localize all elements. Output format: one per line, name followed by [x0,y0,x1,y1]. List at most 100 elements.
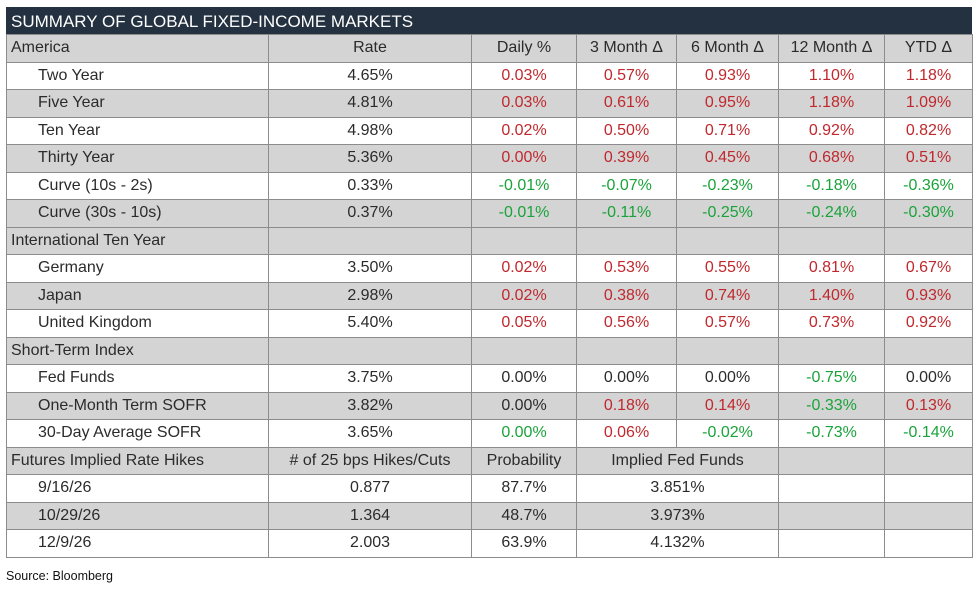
table-row: One-Month Term SOFR 3.82% 0.00% 0.18% 0.14% -… [6,391,973,420]
value-cell: 0.92% [884,309,973,338]
section-label: International Ten Year [6,226,269,255]
value-cell: 0.67% [884,254,973,283]
value-cell: 0.53% [576,254,677,283]
empty-cell [884,336,973,365]
value-cell: 0.00% [471,364,577,393]
value-cell: 1.10% [778,61,885,90]
empty-cell [471,226,577,255]
value-cell: -0.30% [884,199,973,228]
value-cell: 3.65% [268,419,472,448]
table-row: United Kingdom 5.40% 0.05% 0.56% 0.57% 0.73% 0… [6,309,973,338]
value-cell: 0.18% [576,391,677,420]
value-cell: 0.33% [268,171,472,200]
column-header: Implied Fed Funds [576,446,779,475]
value-cell: 2.98% [268,281,472,310]
value-cell: 0.05% [471,309,577,338]
empty-cell [884,474,973,503]
empty-cell [268,336,472,365]
row-label: 9/16/26 [6,474,269,503]
column-header: Daily % [471,34,577,63]
value-cell: 0.81% [778,254,885,283]
value-cell: 0.51% [884,144,973,173]
table-title: SUMMARY OF GLOBAL FIXED-INCOME MARKETS [6,7,972,34]
table-row: Curve (10s - 2s) 0.33% -0.01% -0.07% -0.23% -… [6,171,973,200]
value-cell: 87.7% [471,474,577,503]
row-label: 12/9/26 [6,529,269,558]
value-cell: 0.00% [884,364,973,393]
row-label: Fed Funds [6,364,269,393]
table-row: Five Year 4.81% 0.03% 0.61% 0.95% 1.18% 1.09% [6,89,973,118]
value-cell: -0.73% [778,419,885,448]
value-cell: -0.18% [778,171,885,200]
column-header: Probability [471,446,577,475]
value-cell: 0.73% [778,309,885,338]
value-cell: 0.57% [676,309,779,338]
empty-cell [778,226,885,255]
empty-cell [778,336,885,365]
value-cell: 0.74% [676,281,779,310]
value-cell: 0.02% [471,116,577,145]
row-label: One-Month Term SOFR [6,391,269,420]
value-cell: -0.01% [471,171,577,200]
empty-cell [778,529,885,558]
table-row: 30-Day Average SOFR 3.65% 0.00% 0.06% -0.02%… [6,419,973,448]
value-cell: -0.33% [778,391,885,420]
row-label: Five Year [6,89,269,118]
value-cell: 0.82% [884,116,973,145]
value-cell: 3.75% [268,364,472,393]
value-cell: -0.11% [576,199,677,228]
table-row: Japan 2.98% 0.02% 0.38% 0.74% 1.40% 0.93% [6,281,973,310]
row-label: Germany [6,254,269,283]
row-label: United Kingdom [6,309,269,338]
column-header: Rate [268,34,472,63]
empty-cell [884,529,973,558]
value-cell: -0.75% [778,364,885,393]
row-label: Japan [6,281,269,310]
value-cell: 0.39% [576,144,677,173]
empty-cell [576,336,677,365]
column-header: 6 Month Δ [676,34,779,63]
table-row: 9/16/26 0.877 87.7% 3.851% [6,474,973,503]
table-row: Thirty Year 5.36% 0.00% 0.39% 0.45% 0.68% 0.51… [6,144,973,173]
section-header-international: International Ten Year [6,226,973,255]
section-header-futures: Futures Implied Rate Hikes # of 25 bps Hi… [6,446,973,475]
value-cell: 0.93% [676,61,779,90]
value-cell: 0.37% [268,199,472,228]
value-cell: 3.50% [268,254,472,283]
value-cell: 0.02% [471,254,577,283]
section-header-short-term: Short-Term Index [6,336,973,365]
table-row: 12/9/26 2.003 63.9% 4.132% [6,529,973,558]
value-cell: 1.40% [778,281,885,310]
value-cell: 1.09% [884,89,973,118]
empty-cell [676,336,779,365]
value-cell: -0.14% [884,419,973,448]
source-note: Source: Bloomberg [6,569,114,583]
value-cell: 0.00% [676,364,779,393]
value-cell: 0.71% [676,116,779,145]
value-cell: 0.06% [576,419,677,448]
value-cell: 0.38% [576,281,677,310]
empty-cell [884,501,973,530]
table-row: Germany 3.50% 0.02% 0.53% 0.55% 0.81% 0.67% [6,254,973,283]
value-cell: -0.07% [576,171,677,200]
empty-cell [778,474,885,503]
empty-cell [268,226,472,255]
value-cell: 4.81% [268,89,472,118]
column-header: America [6,34,269,63]
column-header: 3 Month Δ [576,34,677,63]
value-cell: 1.18% [884,61,973,90]
value-cell: 4.132% [576,529,779,558]
value-cell: 2.003 [268,529,472,558]
empty-cell [778,501,885,530]
value-cell: 0.00% [471,144,577,173]
value-cell: 0.00% [576,364,677,393]
value-cell: 0.95% [676,89,779,118]
value-cell: 1.18% [778,89,885,118]
value-cell: 0.93% [884,281,973,310]
value-cell: 0.14% [676,391,779,420]
value-cell: 3.973% [576,501,779,530]
value-cell: 4.65% [268,61,472,90]
value-cell: 0.61% [576,89,677,118]
